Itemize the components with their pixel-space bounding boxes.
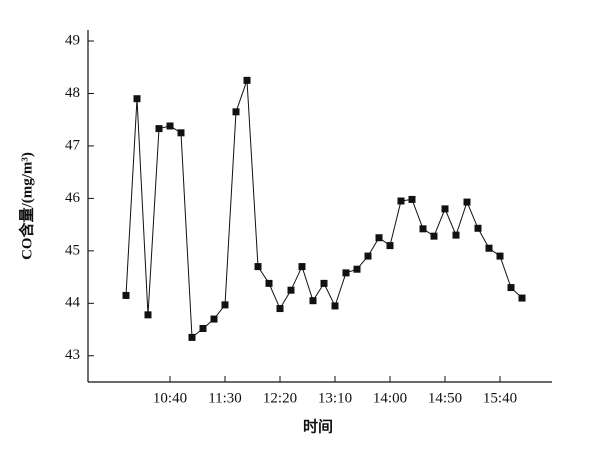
data-point [419, 225, 427, 233]
y-tick-label: 43 [65, 347, 80, 363]
y-tick-label: 49 [65, 32, 80, 48]
y-tick-label: 47 [65, 137, 81, 153]
data-point [177, 129, 185, 137]
data-point [155, 125, 163, 133]
data-point [441, 205, 449, 213]
data-point [364, 252, 372, 260]
data-point [342, 269, 350, 277]
data-point [507, 284, 515, 292]
data-point [133, 95, 141, 103]
x-tick-label: 10:40 [153, 390, 187, 406]
data-point [408, 195, 416, 203]
x-tick-label: 13:10 [318, 390, 352, 406]
x-tick-label: 15:40 [483, 390, 517, 406]
data-point [430, 232, 438, 240]
data-point [210, 315, 218, 323]
data-point [518, 294, 526, 302]
x-tick-label: 14:50 [428, 390, 462, 406]
data-point [188, 333, 196, 341]
data-point [452, 231, 460, 239]
data-point [276, 305, 284, 313]
data-point [309, 297, 317, 305]
data-line [125, 80, 523, 339]
x-tick-label: 12:20 [263, 390, 297, 406]
data-point [232, 108, 240, 116]
x-tick-label: 14:00 [373, 390, 407, 406]
data-point [199, 324, 207, 332]
data-point [243, 76, 251, 84]
data-point [375, 234, 383, 242]
y-tick-label: 45 [65, 242, 80, 258]
data-point [221, 301, 229, 309]
x-axis-label: 时间 [303, 417, 333, 435]
y-axis-label: CO含量/(mg/m³) [17, 152, 35, 260]
data-point [474, 224, 482, 232]
y-tick-label: 46 [65, 190, 81, 206]
data-point [496, 252, 504, 260]
data-point [485, 244, 493, 252]
data-point [320, 279, 328, 287]
data-point [298, 263, 306, 271]
data-point [353, 265, 361, 273]
data-point [122, 291, 130, 299]
data-point [397, 197, 405, 205]
data-point [254, 263, 262, 271]
data-point [144, 311, 152, 319]
data-point [166, 122, 174, 130]
data-point [331, 302, 339, 310]
y-tick-label: 48 [65, 85, 80, 101]
data-point [265, 279, 273, 287]
data-point [463, 198, 471, 206]
x-tick-label: 11:30 [208, 390, 242, 406]
data-point [287, 286, 295, 294]
data-point [386, 242, 394, 250]
y-tick-label: 44 [65, 295, 81, 311]
